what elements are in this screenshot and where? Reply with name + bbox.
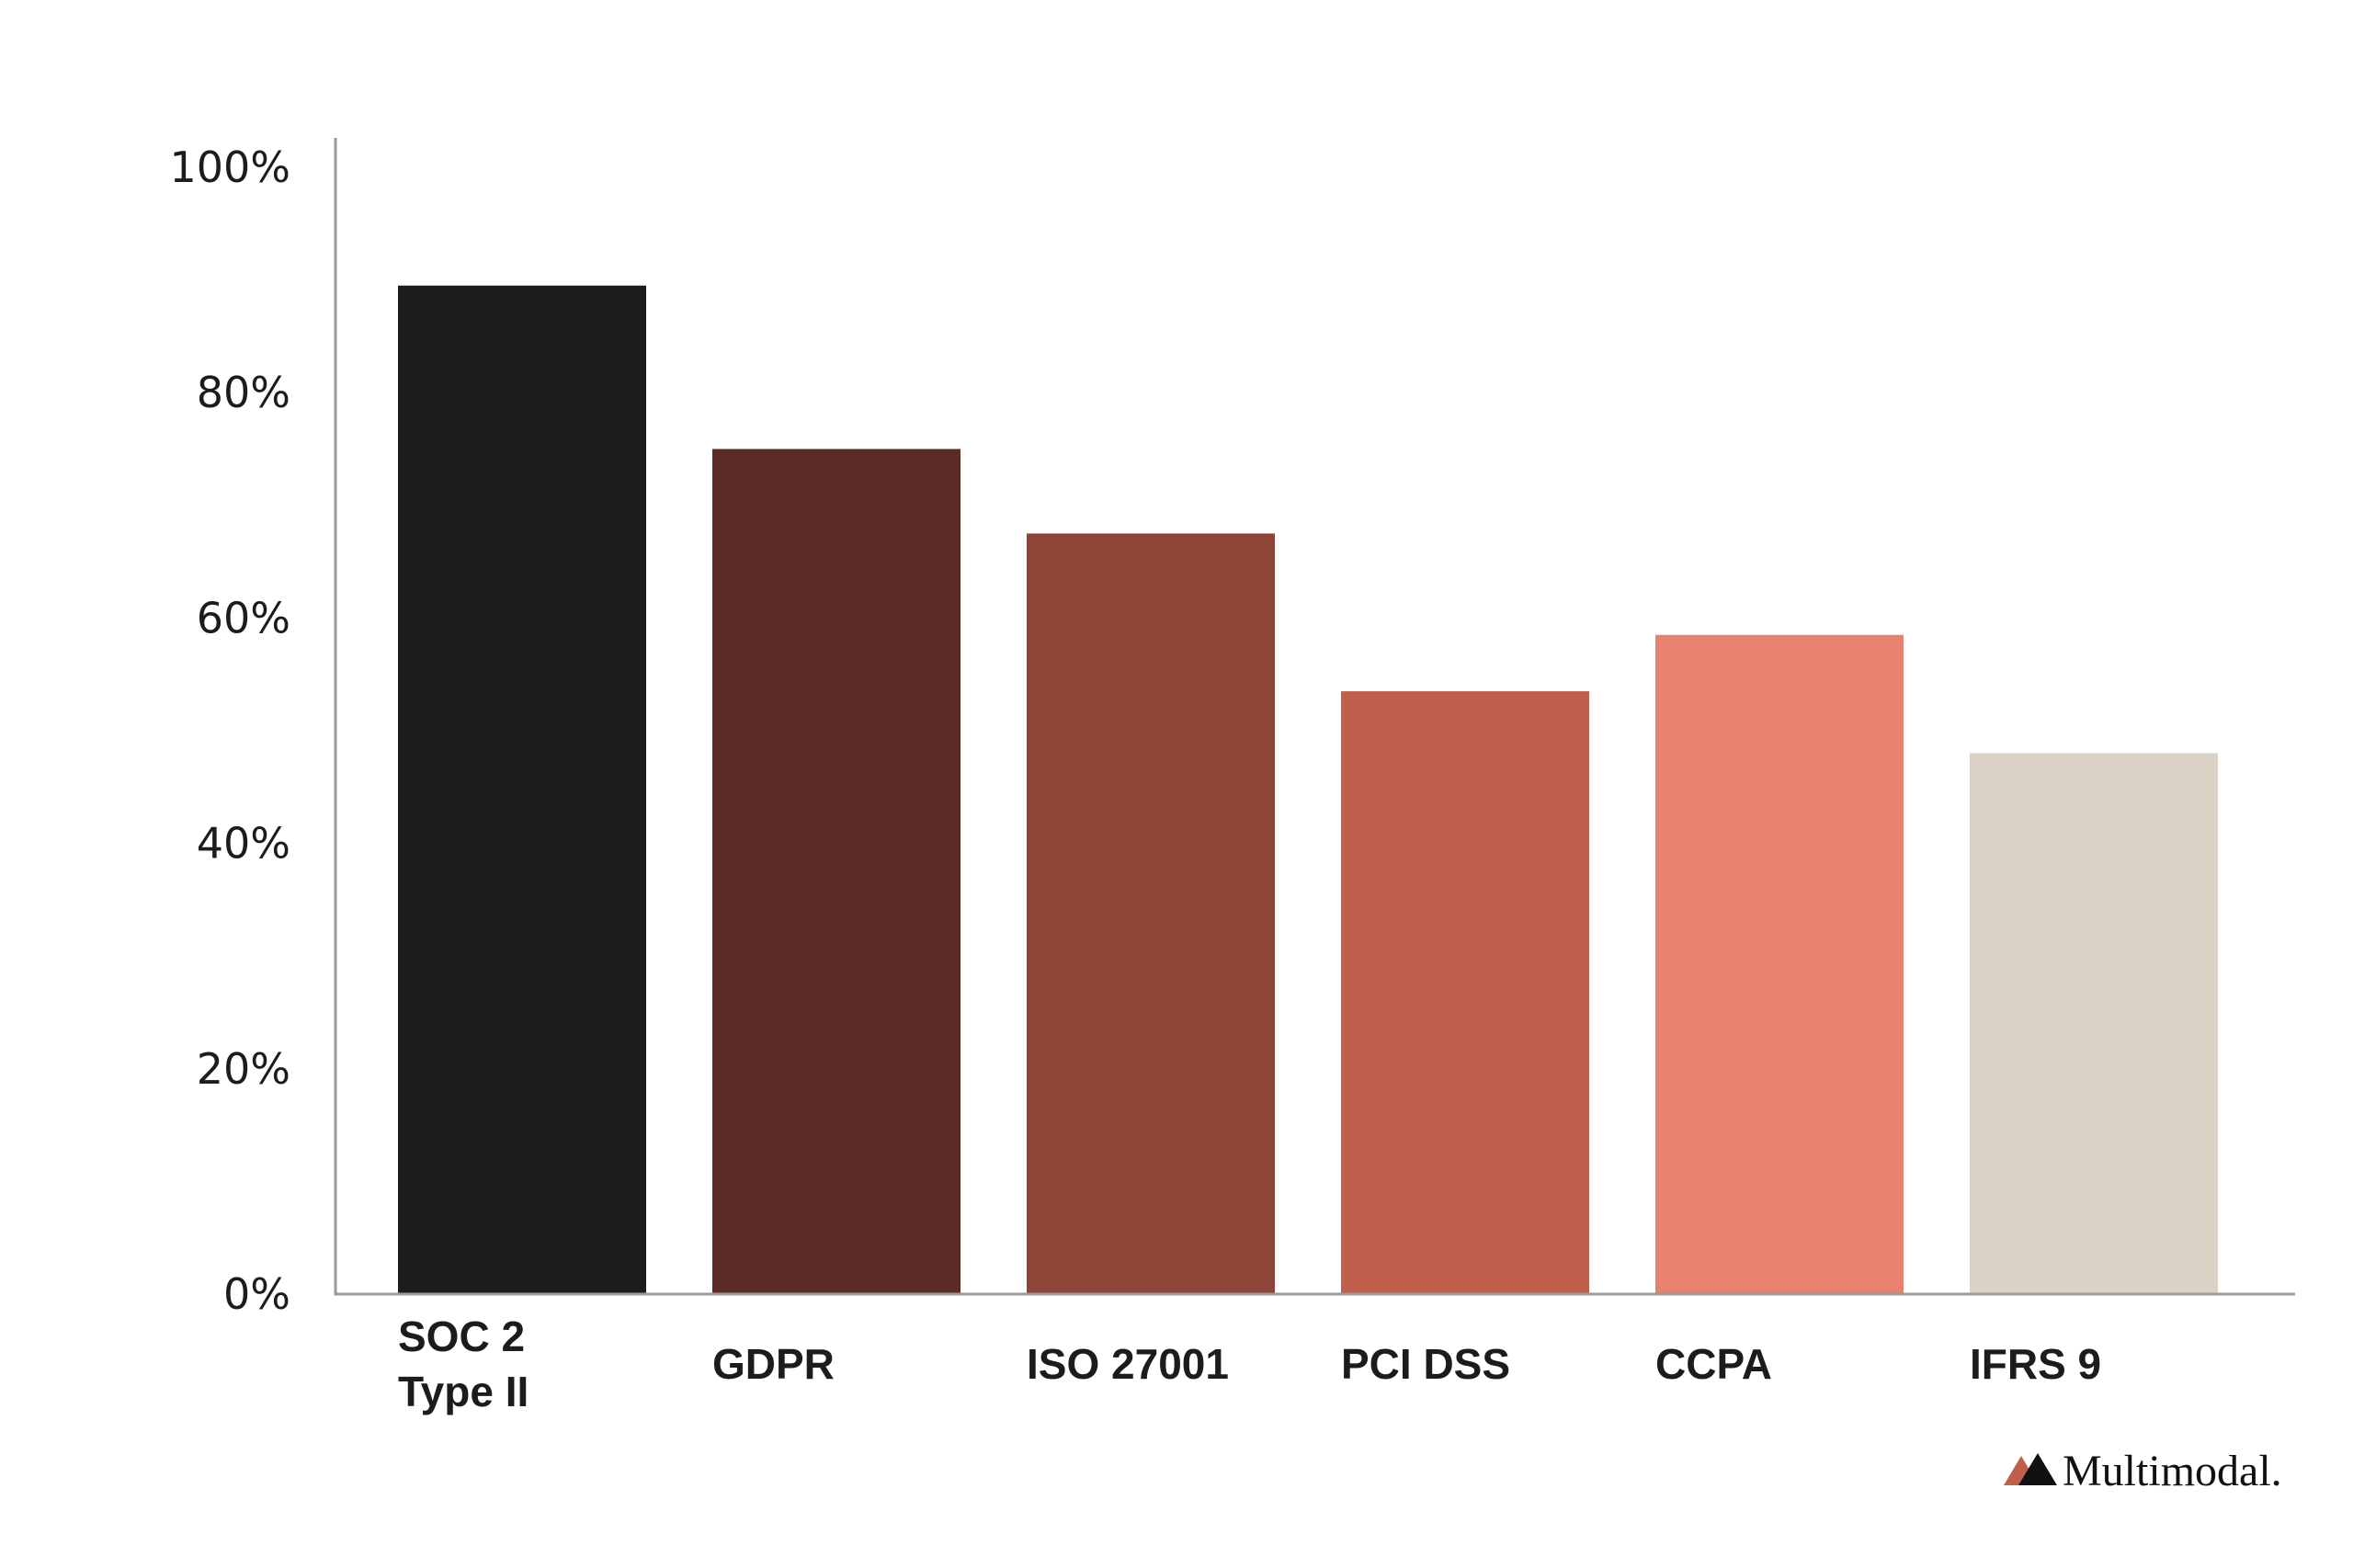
bar (712, 449, 961, 1294)
multimodal-logo-icon (2004, 1453, 2057, 1485)
y-tick-label: 100% (169, 142, 290, 192)
brand-name: Multimodal. (2063, 1447, 2282, 1495)
x-axis-labels: SOC 2 Type II GDPR ISO 27001 PCI DSS CCPA IFRS… (398, 1312, 2101, 1415)
x-category-label: GDPR (712, 1340, 835, 1388)
y-tick-label: 0% (223, 1269, 290, 1319)
x-category-label: Type II (398, 1368, 529, 1415)
bars (398, 285, 2218, 1295)
x-category-label: CCPA (1655, 1340, 1772, 1388)
bar (398, 285, 646, 1295)
y-tick-label: 80% (197, 368, 290, 417)
x-category-label: PCI DSS (1341, 1340, 1510, 1388)
bar (1341, 691, 1589, 1294)
y-tick-label: 40% (197, 819, 290, 869)
y-tick-label: 60% (197, 593, 290, 642)
bar (1970, 753, 2218, 1294)
bar (1027, 533, 1275, 1294)
x-category-label: IFRS 9 (1970, 1340, 2101, 1388)
y-tick-label: 20% (197, 1044, 290, 1094)
x-category-label: ISO 27001 (1027, 1340, 1229, 1388)
y-axis-ticks: 0% 20% 40% 60% 80% 100% (169, 142, 290, 1319)
x-category-label: SOC 2 (398, 1312, 525, 1360)
brand-logo: Multimodal. (2004, 1447, 2282, 1495)
bar (1655, 634, 1904, 1294)
